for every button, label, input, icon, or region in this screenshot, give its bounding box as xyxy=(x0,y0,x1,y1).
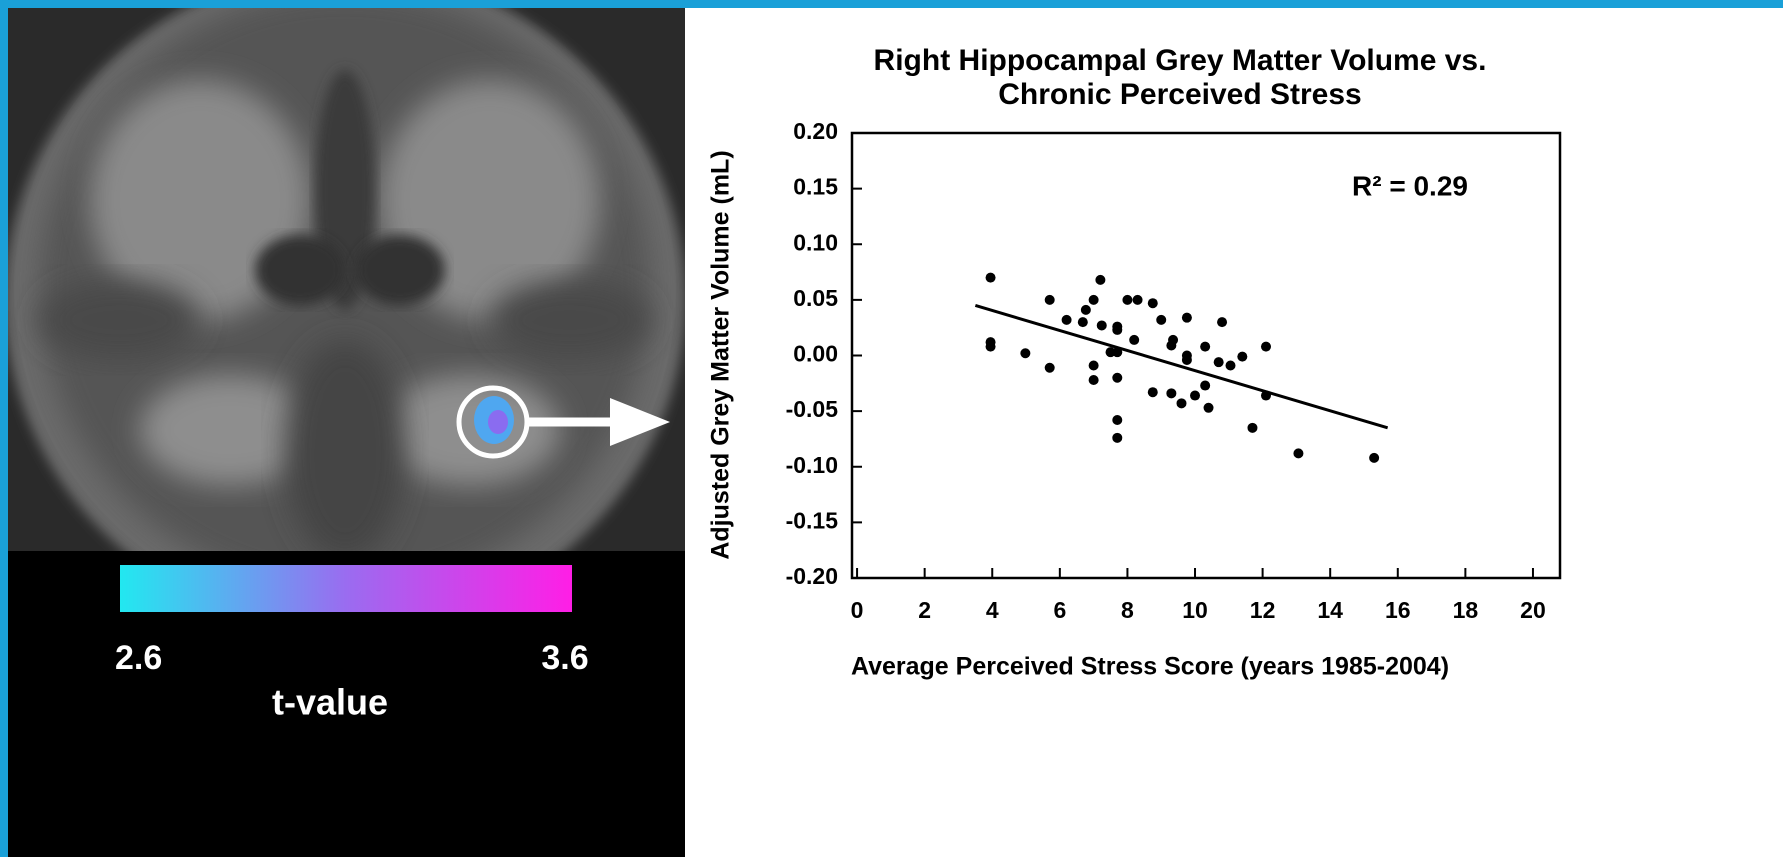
scatter-point xyxy=(1020,348,1031,359)
scatter-point xyxy=(985,341,996,352)
colorbar-tick-label: 2.6 xyxy=(115,639,162,677)
x-tick-label: 10 xyxy=(1182,597,1208,623)
x-tick-label: 14 xyxy=(1317,597,1343,623)
scatter-point xyxy=(1369,452,1380,463)
x-axis-label: Average Perceived Stress Score (years 19… xyxy=(851,653,1449,681)
scatter-point xyxy=(1176,398,1187,409)
x-tick-label: 12 xyxy=(1250,597,1276,623)
scatter-point xyxy=(985,272,996,283)
y-tick-label: 0.10 xyxy=(793,229,838,255)
x-tick-label: 18 xyxy=(1453,597,1479,623)
scatter-point xyxy=(1061,314,1072,325)
y-tick-label: -0.15 xyxy=(786,507,839,533)
scatter-point xyxy=(1181,312,1192,323)
x-tick-label: 0 xyxy=(851,597,864,623)
y-tick-label: 0.00 xyxy=(793,341,838,367)
scatter-point xyxy=(1147,387,1158,398)
scatter-point xyxy=(1213,357,1224,368)
scatter-point xyxy=(1132,294,1143,305)
x-tick-label: 6 xyxy=(1053,597,1066,623)
scatter-point xyxy=(1203,402,1214,413)
scatter-point xyxy=(1237,351,1248,362)
y-tick-label: -0.10 xyxy=(786,452,838,478)
scatter-point xyxy=(1129,334,1140,345)
scatter-point xyxy=(1112,432,1123,443)
scatter-point xyxy=(1168,334,1179,345)
x-tick-label: 20 xyxy=(1520,597,1546,623)
brain-image xyxy=(8,8,685,551)
scatter-point xyxy=(1147,298,1158,309)
scatter-point xyxy=(1080,304,1091,315)
scatter-point xyxy=(1112,372,1123,383)
colorbar-labels: 2.6 3.6 xyxy=(115,639,589,677)
y-tick-label: 0.05 xyxy=(793,285,838,311)
y-tick-label: 0.20 xyxy=(793,118,838,144)
scatter-point xyxy=(1247,422,1258,433)
scatter-point xyxy=(1181,354,1192,365)
chart-title: Chronic Perceived Stress xyxy=(998,78,1362,111)
scatter-point xyxy=(1112,321,1123,332)
scatter-point xyxy=(1217,317,1228,328)
colorbar xyxy=(120,565,572,612)
scatter-point xyxy=(1088,360,1099,371)
scatter-point xyxy=(1077,317,1088,328)
annotation: R² = 0.29 xyxy=(1352,170,1468,201)
colorbar-tick-label: 3.6 xyxy=(541,639,588,677)
y-tick-label: -0.05 xyxy=(786,396,839,422)
scatter-point xyxy=(1293,448,1304,459)
scatter-point xyxy=(1044,294,1055,305)
x-tick-label: 16 xyxy=(1385,597,1411,623)
scatter-point xyxy=(1088,294,1099,305)
x-tick-label: 8 xyxy=(1121,597,1134,623)
scatter-point xyxy=(1166,388,1177,399)
scatter-point xyxy=(1156,314,1167,325)
scatter-point xyxy=(1122,294,1133,305)
y-axis-label: Adjusted Grey Matter Volume (mL) xyxy=(707,150,735,559)
scatter-point xyxy=(1096,320,1107,331)
scatter-point xyxy=(1088,374,1099,385)
scatter-point xyxy=(1200,380,1211,391)
colorbar-label: t-value xyxy=(272,682,388,723)
scatter-point xyxy=(1260,341,1271,352)
scatter-point xyxy=(1225,360,1236,371)
scatter-point xyxy=(1044,362,1055,373)
regression-line xyxy=(974,304,1389,430)
scatter-point xyxy=(1112,415,1123,426)
y-tick-label: -0.20 xyxy=(786,563,838,589)
chart-panel xyxy=(685,8,1783,857)
y-tick-label: 0.15 xyxy=(793,174,838,200)
x-tick-label: 2 xyxy=(918,597,931,623)
scatter-point xyxy=(1200,341,1211,352)
scatter-point xyxy=(1095,274,1106,285)
chart-title: Right Hippocampal Grey Matter Volume vs. xyxy=(874,44,1487,77)
x-tick-label: 4 xyxy=(986,597,999,623)
scatter-point xyxy=(1190,390,1201,401)
